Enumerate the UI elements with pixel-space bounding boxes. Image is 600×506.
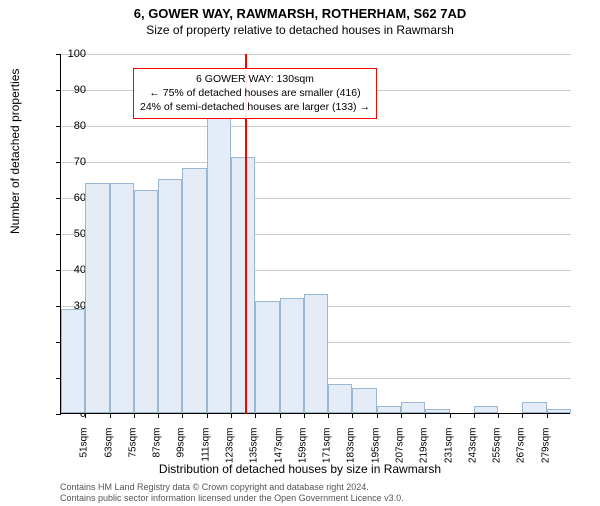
histogram-bar <box>352 388 376 413</box>
xtick-mark <box>522 413 523 418</box>
xtick-label: 147sqm <box>273 428 284 478</box>
xtick-label: 267sqm <box>516 428 527 478</box>
xtick-label: 183sqm <box>346 428 357 478</box>
xtick-label: 243sqm <box>467 428 478 478</box>
info-line1: 6 GOWER WAY: 130sqm <box>140 72 370 86</box>
xtick-mark <box>182 413 183 418</box>
xtick-label: 207sqm <box>395 428 406 478</box>
gridline <box>61 54 571 55</box>
ytick-label: 80 <box>56 120 86 132</box>
gridline <box>61 162 571 163</box>
xtick-label: 51sqm <box>79 428 90 478</box>
xtick-mark <box>352 413 353 418</box>
histogram-bar <box>231 157 255 413</box>
ytick-label: 50 <box>56 228 86 240</box>
xtick-mark <box>474 413 475 418</box>
xtick-label: 123sqm <box>225 428 236 478</box>
xtick-label: 195sqm <box>370 428 381 478</box>
chart-container: 6, GOWER WAY, RAWMARSH, ROTHERHAM, S62 7… <box>0 6 600 506</box>
xtick-mark <box>255 413 256 418</box>
histogram-bar <box>85 183 109 413</box>
histogram-bar <box>255 301 279 413</box>
title-main: 6, GOWER WAY, RAWMARSH, ROTHERHAM, S62 7… <box>0 6 600 21</box>
ytick-label: 70 <box>56 156 86 168</box>
xtick-mark <box>450 413 451 418</box>
histogram-bar <box>425 409 449 413</box>
xtick-mark <box>328 413 329 418</box>
xtick-mark <box>158 413 159 418</box>
footer-line2: Contains public sector information licen… <box>60 493 404 504</box>
histogram-bar <box>304 294 328 413</box>
xtick-label: 135sqm <box>249 428 260 478</box>
histogram-bar <box>474 406 498 413</box>
xtick-mark <box>134 413 135 418</box>
xtick-label: 63sqm <box>103 428 114 478</box>
xtick-mark <box>401 413 402 418</box>
histogram-bar <box>280 298 304 413</box>
xtick-mark <box>280 413 281 418</box>
xtick-label: 255sqm <box>492 428 503 478</box>
ytick-label: 60 <box>56 192 86 204</box>
xtick-label: 159sqm <box>297 428 308 478</box>
xtick-mark <box>110 413 111 418</box>
ytick-label: 90 <box>56 84 86 96</box>
title-sub: Size of property relative to detached ho… <box>0 23 600 37</box>
ytick-label: 40 <box>56 264 86 276</box>
xtick-mark <box>377 413 378 418</box>
chart-area: 6 GOWER WAY: 130sqm← 75% of detached hou… <box>60 54 570 414</box>
footer: Contains HM Land Registry data © Crown c… <box>60 482 404 504</box>
xtick-mark <box>425 413 426 418</box>
xtick-label: 279sqm <box>540 428 551 478</box>
histogram-bar <box>110 183 134 413</box>
info-line2: ← 75% of detached houses are smaller (41… <box>140 86 370 100</box>
xtick-mark <box>304 413 305 418</box>
xtick-label: 87sqm <box>152 428 163 478</box>
gridline <box>61 126 571 127</box>
histogram-bar <box>61 309 85 413</box>
histogram-bar <box>522 402 546 413</box>
histogram-bar <box>401 402 425 413</box>
plot-region: 6 GOWER WAY: 130sqm← 75% of detached hou… <box>60 54 570 414</box>
footer-line1: Contains HM Land Registry data © Crown c… <box>60 482 404 493</box>
xtick-label: 99sqm <box>176 428 187 478</box>
histogram-bar <box>328 384 352 413</box>
xtick-label: 75sqm <box>127 428 138 478</box>
xtick-mark <box>498 413 499 418</box>
xtick-mark <box>207 413 208 418</box>
xtick-mark <box>547 413 548 418</box>
xtick-label: 111sqm <box>200 428 211 478</box>
xtick-label: 219sqm <box>419 428 430 478</box>
info-box: 6 GOWER WAY: 130sqm← 75% of detached hou… <box>133 68 377 119</box>
histogram-bar <box>182 168 206 413</box>
ytick-label: 100 <box>56 48 86 60</box>
histogram-bar <box>158 179 182 413</box>
histogram-bar <box>377 406 401 413</box>
histogram-bar <box>547 409 571 413</box>
histogram-bar <box>134 190 158 413</box>
histogram-bar <box>207 118 231 413</box>
xtick-mark <box>231 413 232 418</box>
info-line3: 24% of semi-detached houses are larger (… <box>140 100 370 114</box>
y-axis-label: Number of detached properties <box>8 69 22 234</box>
xtick-label: 171sqm <box>322 428 333 478</box>
xtick-label: 231sqm <box>443 428 454 478</box>
